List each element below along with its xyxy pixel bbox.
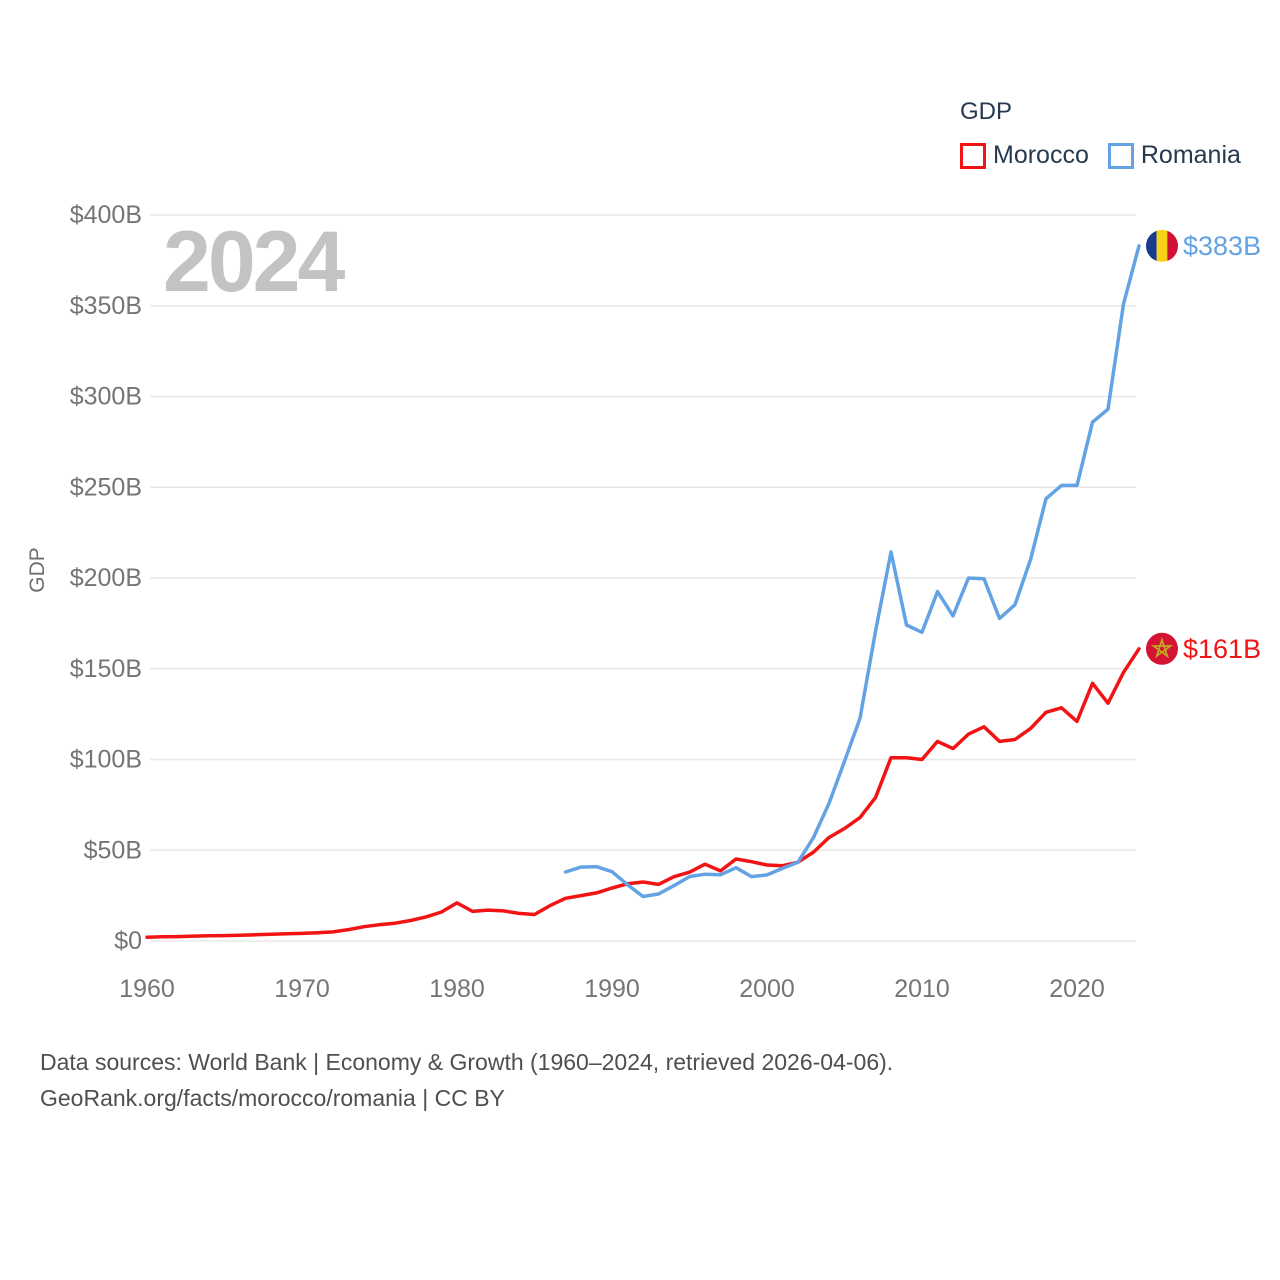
morocco-end-value: $161B [1183,634,1261,664]
y-tick-label: $400B [70,201,142,229]
y-tick-label: $150B [70,655,142,683]
legend-item-romania[interactable]: Romania [1107,141,1241,170]
legend-title: GDP [960,98,1013,125]
romania-line [563,244,1141,899]
footer: Data sources: World Bank | Economy & Gro… [40,1044,893,1116]
y-tick-label: $0 [114,927,142,955]
gridlines [150,214,1136,942]
y-tick-label: $350B [70,292,142,320]
x-tick-label: 1970 [274,975,330,1003]
morocco-flag-icon [1146,632,1178,665]
legend-item-morocco[interactable]: Morocco [960,141,1089,170]
romania-flag-icon [1146,229,1178,262]
legend-label-morocco: Morocco [993,141,1089,169]
morocco-swatch-icon [960,142,986,169]
footer-sources-line: Data sources: World Bank | Economy & Gro… [40,1049,894,1075]
romania-end-value: $383B [1183,231,1261,261]
morocco-line [145,647,1141,939]
x-tick-label: 2010 [894,975,950,1003]
footer-attribution-line: GeoRank.org/facts/morocco/romania | CC B… [40,1085,505,1111]
x-tick-label: 2020 [1049,975,1105,1003]
y-tick-label: $100B [70,746,142,774]
legend: GDP Morocco Romania [960,98,1241,170]
y-tick-label: $300B [70,383,142,411]
gdp-line-chart: $0 $50B $100B $150B $200B $250B $300B $350B $400… [26,201,1261,1003]
watermark-year: 2024 [163,214,345,310]
y-tick-label: $200B [70,564,142,592]
x-tick-label: 1960 [119,975,175,1003]
x-tick-label: 2000 [739,975,795,1003]
x-tick-label: 1980 [429,975,485,1003]
legend-items: Morocco Romania [960,141,1241,170]
x-tick-label: 1990 [584,975,640,1003]
y-axis-title: GDP [26,547,49,593]
romania-swatch-icon [1107,142,1134,169]
legend-label-romania: Romania [1140,141,1241,169]
x-axis-tick-labels: 1960 1970 1980 1990 2000 2010 2020 [119,975,1105,1003]
y-axis-tick-labels: $0 $50B $100B $150B $200B $250B $300B $350B $400… [70,201,142,955]
y-tick-label: $50B [84,836,142,864]
y-tick-label: $250B [70,473,142,501]
